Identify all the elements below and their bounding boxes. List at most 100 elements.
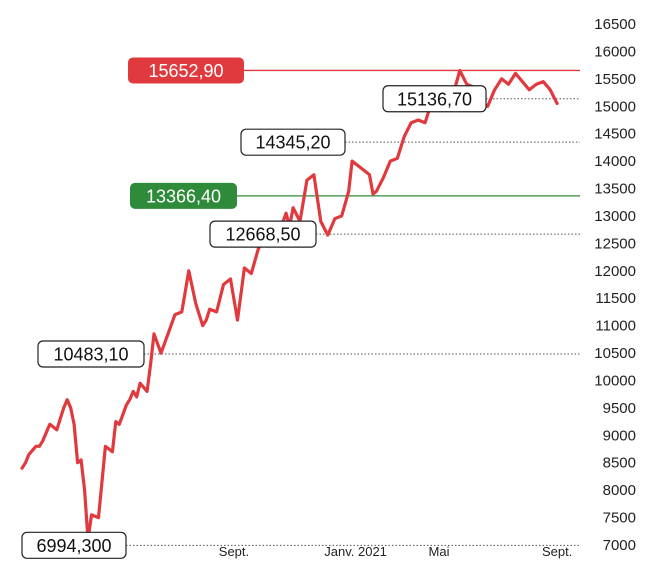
data-point [292,206,294,209]
data-point [108,448,110,450]
data-point [125,404,128,406]
data-point [24,461,27,464]
y-axis-ticks: 7000 7500 8000 8500 9000 9500 10000 10500 11000 1… [594,16,636,554]
data-point [347,190,350,193]
y-tick-label: 11500 [595,290,636,307]
y-tick-label: 16500 [594,16,636,33]
data-point [486,105,489,108]
callout-label: 6994,300 [36,536,111,556]
data-point [201,324,204,327]
data-point [351,160,353,162]
data-point [160,352,162,354]
data-point [375,190,378,193]
data-point [42,440,44,442]
data-point [257,248,260,250]
data-point [459,69,461,72]
x-tick-label: Sept. [219,544,249,559]
callout-label: 15652,90 [148,61,223,81]
callout-label: 12668,50 [225,225,300,245]
data-point [361,168,364,171]
data-point [118,423,121,426]
data-point [73,423,75,426]
data-point [35,445,37,448]
x-tick-label: Janv. 2021 [324,544,387,559]
data-point [340,215,343,217]
data-point [521,80,524,83]
data-point [139,382,141,385]
data-point [410,121,413,124]
data-point [368,174,371,176]
data-point [222,283,225,286]
data-point [215,311,218,313]
callout-label: 13366,40 [146,186,221,206]
data-point [396,157,399,160]
callout-box [382,85,487,113]
y-tick-label: 12500 [594,235,636,252]
y-tick-label: 14500 [594,126,636,143]
data-point [80,459,82,461]
data-point [320,220,322,223]
data-point [229,278,232,280]
data-point [549,89,551,91]
data-point [514,72,517,75]
data-point [49,423,51,426]
callout-label: 10483,10 [53,344,128,364]
data-point [382,176,385,179]
data-point [132,390,134,393]
data-point [535,83,538,86]
data-point [83,489,86,491]
callout-label: 15136,70 [397,89,472,109]
y-tick-label: 12000 [594,263,636,280]
data-point [69,407,72,409]
data-point [556,102,558,105]
reference-lines [126,69,580,546]
data-point [21,467,23,470]
data-point [500,78,503,80]
x-tick-label: Mai [429,544,450,559]
callout-box [240,128,346,156]
y-tick-label: 9500 [603,400,636,417]
callout-box [37,340,145,368]
y-tick-label: 10500 [594,345,636,362]
data-point [403,135,406,138]
callout-box [130,182,237,209]
data-point [153,333,155,335]
data-point [542,80,545,83]
data-point [62,407,65,409]
data-point [135,396,138,398]
data-point [417,119,419,121]
y-tick-label: 7000 [603,537,636,554]
data-point [236,319,239,321]
data-point [146,390,148,393]
y-tick-label: 15000 [594,98,636,115]
data-point [181,311,183,313]
data-point [389,160,392,162]
data-point [327,234,329,236]
data-point [424,121,426,124]
data-point [208,308,211,310]
callout-labels: 15652,90 15136,70 14345,20 13366,4012668,50… [21,57,487,559]
data-point [372,193,374,195]
data-point [149,363,152,365]
data-point [243,267,246,269]
callout-box [128,57,244,84]
data-point [76,461,79,464]
y-tick-label: 10000 [594,372,636,389]
data-point [333,217,336,220]
x-tick-label: Sept. [542,544,572,559]
data-point [354,163,357,165]
data-point [97,516,100,519]
data-point [104,445,107,448]
y-tick-label: 13500 [594,181,636,198]
data-point [528,89,531,91]
y-tick-label: 16000 [594,43,636,60]
callout-box [209,220,317,248]
data-point [66,398,68,401]
data-point [188,269,190,272]
y-tick-label: 13000 [594,208,636,225]
data-point [507,83,510,86]
y-tick-label: 8000 [603,482,636,499]
y-tick-label: 8500 [603,455,636,472]
data-point [128,398,131,401]
